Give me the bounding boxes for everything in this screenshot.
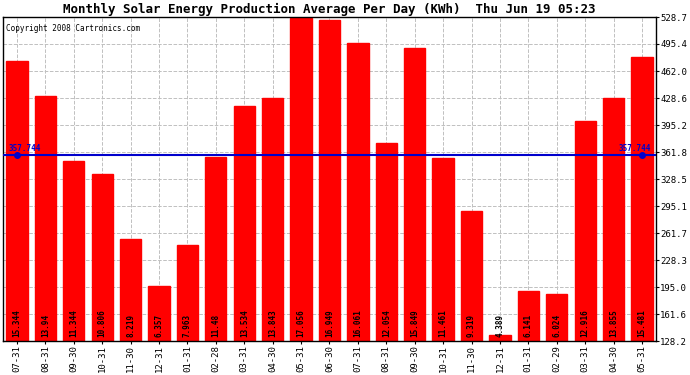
Bar: [6, 61, 28, 375]
Bar: [92, 174, 113, 375]
Bar: [290, 18, 312, 375]
Text: 4.389: 4.389: [495, 314, 504, 337]
Bar: [489, 335, 511, 375]
Text: 16.061: 16.061: [353, 309, 362, 337]
Text: 6.024: 6.024: [552, 314, 561, 337]
Bar: [34, 96, 56, 375]
Bar: [63, 161, 84, 375]
Bar: [347, 43, 368, 375]
Bar: [148, 286, 170, 375]
Text: 11.48: 11.48: [211, 314, 220, 337]
Text: 12.054: 12.054: [382, 309, 391, 337]
Text: 357.744: 357.744: [618, 144, 651, 153]
Text: 9.319: 9.319: [467, 314, 476, 337]
Bar: [433, 158, 454, 375]
Text: 11.344: 11.344: [69, 309, 78, 337]
Bar: [262, 98, 284, 375]
Text: 15.849: 15.849: [411, 309, 420, 337]
Bar: [205, 158, 226, 375]
Text: 16.949: 16.949: [325, 309, 334, 337]
Bar: [603, 98, 624, 375]
Bar: [404, 48, 425, 375]
Bar: [177, 246, 198, 375]
Text: 13.94: 13.94: [41, 314, 50, 337]
Text: 8.219: 8.219: [126, 314, 135, 337]
Text: 13.534: 13.534: [239, 309, 249, 337]
Text: 15.481: 15.481: [638, 309, 647, 337]
Text: 357.744: 357.744: [8, 144, 41, 153]
Bar: [546, 294, 567, 375]
Bar: [375, 143, 397, 375]
Text: 17.056: 17.056: [297, 309, 306, 337]
Bar: [575, 122, 595, 375]
Title: Monthly Solar Energy Production Average Per Day (KWh)  Thu Jun 19 05:23: Monthly Solar Energy Production Average …: [63, 3, 595, 16]
Bar: [319, 20, 340, 375]
Text: 7.963: 7.963: [183, 314, 192, 337]
Text: 13.843: 13.843: [268, 309, 277, 337]
Text: 6.141: 6.141: [524, 314, 533, 337]
Bar: [461, 211, 482, 375]
Bar: [518, 291, 539, 375]
Bar: [234, 106, 255, 375]
Text: 12.916: 12.916: [581, 309, 590, 337]
Text: 11.461: 11.461: [439, 309, 448, 337]
Text: 13.855: 13.855: [609, 309, 618, 337]
Text: 10.806: 10.806: [98, 309, 107, 337]
Text: Copyright 2008 Cartronics.com: Copyright 2008 Cartronics.com: [6, 24, 140, 33]
Text: 6.357: 6.357: [155, 314, 164, 337]
Bar: [631, 57, 653, 375]
Text: 15.344: 15.344: [12, 309, 21, 337]
Bar: [120, 239, 141, 375]
